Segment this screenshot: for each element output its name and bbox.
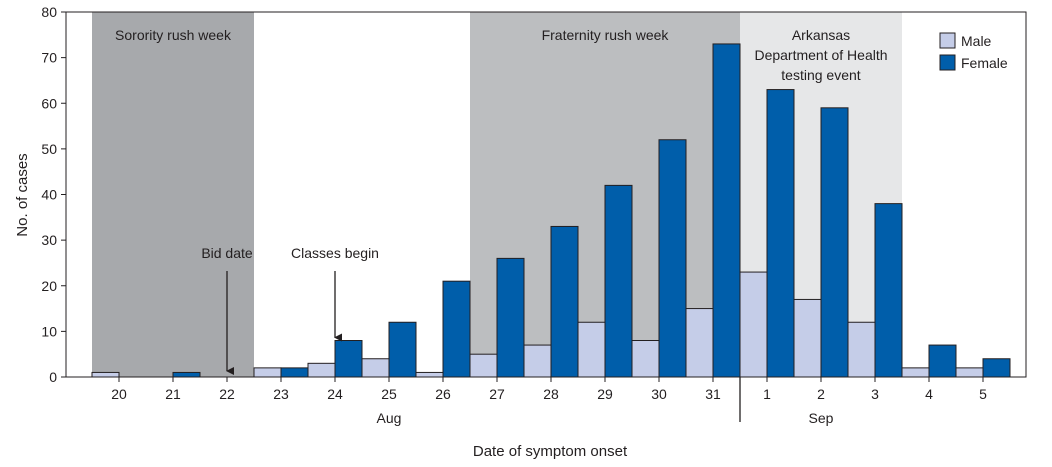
annotations: Bid date Classes begin (201, 245, 379, 375)
y-tick-label-10: 10 (41, 323, 57, 339)
y-tick-label-70: 70 (41, 50, 57, 66)
y-tick-label-60: 60 (41, 95, 57, 111)
y-axis-title: No. of cases (14, 153, 31, 236)
bar-male-29 (577, 321, 606, 378)
bar-male-27 (469, 353, 498, 378)
bar-male-23 (253, 367, 282, 378)
band-label-1: Fraternity rush week (542, 27, 670, 43)
x-tick-label-20: 20 (111, 386, 127, 402)
x-tick-label-25: 25 (381, 386, 397, 402)
x-axis-title: Date of symptom onset (473, 443, 628, 460)
band-label-0: Sorority rush week (115, 27, 232, 43)
x-tick-label-21: 21 (165, 386, 181, 402)
bar-male-20 (91, 371, 120, 378)
y-tick-label-20: 20 (41, 278, 57, 294)
legend: Male Female (939, 32, 1008, 71)
bar-female-2 (820, 107, 849, 378)
x-tick-label-1: 1 (763, 386, 771, 402)
x-tick-label-24: 24 (327, 386, 343, 402)
bar-female-31 (712, 43, 741, 378)
y-tick-label-50: 50 (41, 141, 57, 157)
bar-female-30 (658, 139, 687, 378)
x-tick-label-29: 29 (597, 386, 613, 402)
y-tick-label-0: 0 (49, 369, 57, 385)
x-tick-label-27: 27 (489, 386, 505, 402)
y-tick-label-80: 80 (41, 4, 57, 20)
legend-label-female: Female (961, 55, 1008, 71)
bar-male-26 (415, 371, 444, 378)
bar-female-29 (604, 184, 633, 378)
bar-male-1 (739, 271, 768, 378)
bar-female-4 (928, 344, 957, 378)
legend-label-male: Male (961, 33, 992, 49)
x-tick-label-31: 31 (705, 386, 721, 402)
x-tick-label-3: 3 (871, 386, 879, 402)
bar-female-26 (442, 280, 471, 378)
y-tick-label-30: 30 (41, 232, 57, 248)
bar-female-24 (334, 340, 363, 378)
x-tick-label-23: 23 (273, 386, 289, 402)
bar-female-5 (982, 358, 1011, 378)
bar-female-28 (550, 225, 579, 378)
bar-male-5 (955, 367, 984, 378)
x-tick-label-30: 30 (651, 386, 667, 402)
legend-swatch-female (939, 54, 956, 71)
month-label-1: Sep (809, 410, 834, 426)
bar-female-27 (496, 257, 525, 378)
bar-male-3 (847, 321, 876, 378)
band-label-2: Department of Health (754, 47, 887, 63)
bar-male-24 (307, 362, 336, 378)
x-tick-label-26: 26 (435, 386, 451, 402)
x-tick-label-22: 22 (219, 386, 235, 402)
bar-male-31 (685, 308, 714, 378)
annotation-label-1: Classes begin (291, 245, 379, 261)
bar-female-1 (766, 89, 795, 378)
x-tick-label-28: 28 (543, 386, 559, 402)
x-tick-label-4: 4 (925, 386, 933, 402)
x-tick-label-2: 2 (817, 386, 825, 402)
bar-male-2 (793, 298, 822, 378)
band-0 (92, 12, 254, 377)
bar-male-30 (631, 340, 660, 378)
y-tick-label-40: 40 (41, 187, 57, 203)
bar-male-4 (901, 367, 930, 378)
bars (91, 43, 1011, 378)
band-label-2: testing event (781, 67, 860, 83)
x-tick-label-5: 5 (979, 386, 987, 402)
bar-male-25 (361, 358, 390, 378)
bar-female-23 (280, 367, 309, 378)
bar-female-25 (388, 321, 417, 378)
bar-female-21 (172, 371, 201, 378)
annotation-label-0: Bid date (201, 245, 253, 261)
band-label-2: Arkansas (792, 27, 850, 43)
month-label-0: Aug (377, 410, 402, 426)
bar-male-28 (523, 344, 552, 378)
bar-female-3 (874, 203, 903, 378)
legend-swatch-male (939, 32, 956, 49)
